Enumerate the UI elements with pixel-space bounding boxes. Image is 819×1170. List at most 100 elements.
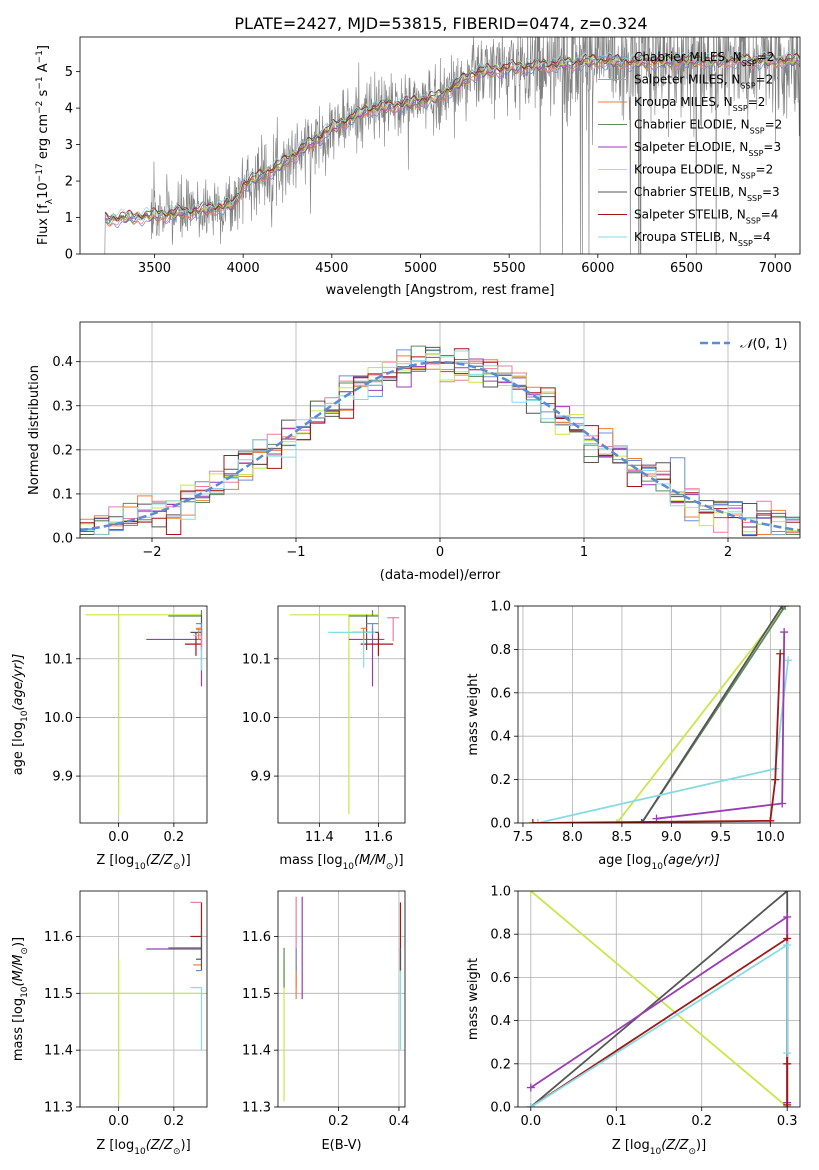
plot-area	[518, 891, 800, 1107]
y-tick-label: 0.3	[52, 399, 73, 414]
label-part: −17	[35, 163, 45, 182]
label-part: (data-model)/error	[380, 568, 501, 583]
weight-marker	[778, 606, 787, 610]
y-tick-label: 11.6	[44, 930, 73, 945]
label-part: Salpeter MILES, N	[634, 73, 741, 87]
y-tick-label: 10.0	[44, 711, 73, 726]
x-tick-label: 0.3	[777, 1114, 798, 1129]
y-tick-label: 0.6	[490, 686, 511, 701]
weight-marker	[783, 1059, 792, 1068]
x-tick-label: 0.2	[328, 1114, 349, 1129]
y-tick-label: 11.3	[44, 1101, 73, 1116]
x-axis-label: mass [log10(M/M⊙)]	[279, 853, 403, 872]
y-tick-label: 0.8	[490, 928, 511, 943]
label-part: ⊙	[20, 947, 30, 955]
axes-frame	[79, 36, 801, 255]
label-part: SSP	[747, 194, 762, 203]
y-tick-label: 0.0	[490, 1101, 511, 1116]
label-part: =4	[761, 208, 779, 222]
weight-marker	[783, 1100, 792, 1107]
y-axis-label: age [log10(age/yr)]	[11, 654, 30, 776]
y-tick-label: 11.5	[44, 987, 73, 1002]
y-axis-label: Flux [fλ10−17 erg cm−2 s−1 A−1]	[35, 45, 55, 245]
label-part: (age/yr)]	[663, 853, 720, 868]
plot-area	[80, 891, 207, 1107]
legend-label-0: Chabrier MILES, NSSP=2	[634, 50, 774, 68]
label-part: )]	[696, 1138, 706, 1153]
x-tick-label: 0.4	[389, 1114, 410, 1129]
axes-frame	[517, 890, 801, 1108]
label-part: 10	[650, 1147, 662, 1157]
label-part: Flux [f	[36, 204, 51, 245]
label-part: SSP	[748, 149, 763, 158]
x-tick-label: 6000	[581, 261, 614, 276]
label-part: 10	[20, 710, 30, 722]
label-part: mass weight	[466, 958, 481, 1040]
weight-line-5	[532, 653, 782, 823]
x-axis-label: E(B-V)	[321, 1138, 361, 1153]
y-tick-label: 10.0	[242, 711, 271, 726]
panel-7: 0.0 0.1 0.2 0.3 0.0 0.2 0.4 0.6 0.8 1.0 Z [log10(Z…	[466, 885, 801, 1157]
label-part: Z [log	[96, 1138, 134, 1153]
label-part: mass [log	[279, 853, 342, 868]
label-part: −1	[35, 76, 45, 89]
x-tick-label: 0.0	[108, 830, 129, 845]
label-part: Z [log	[96, 853, 134, 868]
label-part: =4	[753, 230, 771, 244]
label-part: ⊙	[386, 862, 394, 872]
label-part: SSP	[750, 126, 765, 135]
legend-label-8: Kroupa STELIB, NSSP=4	[634, 230, 771, 248]
label-part: ⊙	[688, 1147, 696, 1157]
weight-line-4	[530, 943, 789, 1107]
label-part: )]	[11, 937, 26, 947]
legend-label-7: Salpeter STELIB, NSSP=4	[634, 208, 778, 226]
label-part: 10	[20, 986, 30, 998]
y-tick-label: 2	[65, 175, 73, 190]
x-tick-label: 6500	[670, 261, 703, 276]
weight-marker	[783, 941, 792, 949]
y-tick-label: 10.1	[242, 652, 271, 667]
weight-marker	[766, 816, 775, 823]
x-axis-label: Z [log10(Z/Z⊙)]	[96, 853, 190, 872]
model-spectrum-1	[104, 58, 800, 227]
panel-5: 0.0 0.211.311.411.511.6Z [log10(Z/Z⊙)]mas…	[11, 890, 208, 1157]
label-part: =2	[748, 95, 766, 109]
model-spectrum-7	[104, 51, 800, 220]
model-spectrum-6	[104, 53, 800, 222]
x-tick-label: 8.5	[612, 830, 633, 845]
label-part: SSP	[742, 59, 757, 68]
y-tick-label: 0.2	[490, 1057, 511, 1072]
y-tick-label: 0.2	[490, 773, 511, 788]
weight-line-2	[640, 606, 783, 823]
axes-frame	[79, 321, 801, 539]
weight-marker	[771, 775, 780, 784]
plot-area	[278, 606, 405, 823]
y-tick-label: 5	[65, 65, 73, 80]
label-part: Chabrier MILES, N	[634, 50, 742, 64]
legend-label-3: Chabrier ELODIE, NSSP=2	[634, 118, 782, 136]
y-tick-label: 0.4	[490, 1014, 511, 1029]
x-axis-label: Z [log10(Z/Z⊙)]	[612, 1138, 706, 1157]
panel-6: 0.2 0.4 11.3 11.4 11.5 11.6 E(B-V)	[242, 890, 410, 1153]
x-tick-label: 9.5	[710, 830, 731, 845]
y-tick-label: 0.4	[490, 730, 511, 745]
x-tick-label: 9.0	[661, 830, 682, 845]
label-part: λ	[45, 198, 55, 204]
axes-frame	[277, 890, 406, 1108]
label-part: (Z/Z	[661, 1138, 689, 1153]
label-part: (Z/Z	[146, 853, 174, 868]
x-tick-label: 0.0	[520, 1114, 541, 1129]
figure-title: PLATE=2427, MJD=53815, FIBERID=0474, z=0…	[234, 14, 647, 33]
weight-marker	[526, 1083, 535, 1092]
label-part: Salpeter STELIB, N	[634, 208, 746, 222]
label-part: =3	[763, 140, 781, 154]
y-tick-label: 11.4	[242, 1044, 271, 1059]
weight-marker	[783, 891, 792, 895]
x-axis-label: Z [log10(Z/Z⊙)]	[96, 1138, 190, 1157]
label-part: SSP	[741, 171, 756, 180]
weight-marker	[778, 799, 787, 808]
label-part: 10	[651, 862, 663, 872]
y-tick-label: 3	[65, 138, 73, 153]
plot-area	[80, 322, 800, 538]
